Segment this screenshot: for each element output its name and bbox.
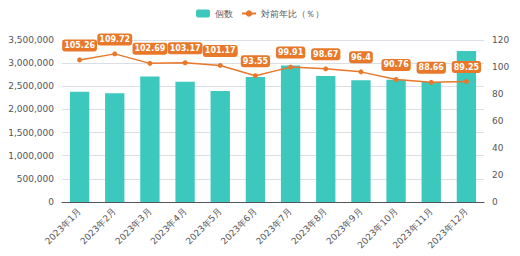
svg-text:103.17: 103.17 [170, 44, 201, 53]
svg-text:96.4: 96.4 [351, 53, 371, 62]
svg-text:2023年1月: 2023年1月 [43, 206, 83, 246]
svg-text:93.55: 93.55 [243, 57, 269, 66]
svg-text:2023年6月: 2023年6月 [219, 206, 259, 246]
svg-text:98.67: 98.67 [313, 50, 338, 59]
svg-text:2023年12月: 2023年12月 [426, 206, 470, 250]
svg-text:2023年11月: 2023年11月 [390, 206, 435, 251]
svg-text:個数: 個数 [215, 9, 233, 19]
svg-text:60: 60 [492, 116, 504, 126]
svg-text:2023年7月: 2023年7月 [254, 206, 294, 246]
svg-text:88.66: 88.66 [419, 63, 445, 72]
svg-text:105.26: 105.26 [64, 41, 95, 50]
svg-text:3,500,000: 3,500,000 [8, 35, 54, 45]
svg-text:102.69: 102.69 [134, 44, 165, 53]
svg-text:1,500,000: 1,500,000 [8, 128, 54, 138]
svg-text:2023年10月: 2023年10月 [355, 206, 400, 251]
svg-text:2023年2月: 2023年2月 [78, 206, 118, 246]
svg-text:2023年9月: 2023年9月 [324, 206, 365, 247]
svg-text:2,500,000: 2,500,000 [8, 81, 54, 91]
svg-text:101.17: 101.17 [205, 46, 236, 55]
svg-text:2023年5月: 2023年5月 [184, 206, 224, 246]
svg-text:40: 40 [492, 143, 504, 153]
svg-text:2023年4月: 2023年4月 [149, 206, 189, 246]
svg-text:500,000: 500,000 [17, 174, 54, 184]
svg-text:0: 0 [492, 197, 498, 207]
svg-text:0: 0 [48, 197, 54, 207]
svg-text:80: 80 [492, 89, 504, 99]
svg-text:89.25: 89.25 [454, 63, 480, 72]
svg-text:100: 100 [492, 62, 509, 72]
svg-text:90.76: 90.76 [383, 60, 409, 69]
svg-text:2023年8月: 2023年8月 [289, 206, 329, 246]
svg-text:20: 20 [492, 170, 504, 180]
svg-text:3,000,000: 3,000,000 [8, 58, 54, 68]
svg-text:2023年3月: 2023年3月 [113, 206, 153, 246]
svg-text:99.91: 99.91 [278, 48, 304, 57]
svg-text:109.72: 109.72 [99, 35, 130, 44]
svg-text:対前年比（％）: 対前年比（％） [261, 9, 324, 19]
svg-text:2,000,000: 2,000,000 [8, 104, 54, 114]
svg-text:1,000,000: 1,000,000 [8, 151, 54, 161]
svg-text:120: 120 [492, 35, 509, 45]
